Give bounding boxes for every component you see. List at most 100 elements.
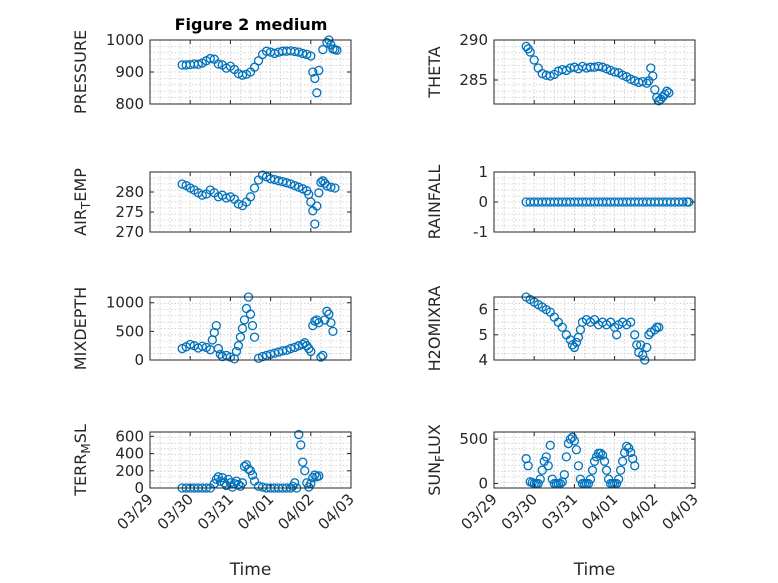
data-point-h2omixra bbox=[654, 322, 664, 332]
data-point-sun-flux bbox=[543, 461, 553, 471]
data-point-mixdepth bbox=[209, 327, 219, 338]
y-tick-label: 500 bbox=[115, 322, 144, 340]
axes-rainfall: -1 0 1 RAINFALL bbox=[425, 163, 696, 241]
y-tick-label: 5 bbox=[478, 326, 488, 344]
y-tick-label: 0 bbox=[478, 193, 488, 211]
data-point-sun-flux bbox=[523, 461, 533, 471]
data-point-terr-msl bbox=[298, 457, 308, 467]
y-axis-label: PRESSURE bbox=[71, 30, 90, 114]
y-tick-label: 900 bbox=[115, 63, 144, 81]
data-point-pressure bbox=[237, 70, 248, 80]
data-point-mixdepth bbox=[304, 343, 314, 354]
data-point-sun-flux bbox=[597, 450, 608, 460]
y-tick-label: 0 bbox=[134, 479, 144, 497]
data-point-mixdepth bbox=[211, 320, 221, 331]
data-point-mixdepth bbox=[328, 326, 338, 337]
data-point-air-temp bbox=[312, 201, 322, 211]
data-point-air-temp bbox=[294, 182, 304, 192]
data-point-sun-flux bbox=[589, 456, 600, 466]
data-point-h2omixra bbox=[565, 335, 576, 345]
data-point-h2omixra bbox=[571, 337, 582, 348]
data-point-sun-flux bbox=[613, 474, 624, 484]
data-point-theta bbox=[648, 71, 658, 81]
data-point-air-temp bbox=[249, 183, 260, 193]
data-point-pressure bbox=[312, 88, 322, 98]
data-point-h2omixra bbox=[638, 350, 648, 360]
data-point-pressure bbox=[314, 65, 324, 76]
data-point-h2omixra bbox=[644, 330, 654, 340]
y-tick-label: 0 bbox=[134, 351, 144, 369]
data-point-sun-flux bbox=[545, 440, 555, 450]
data-point-mixdepth bbox=[231, 346, 242, 357]
data-point-h2omixra bbox=[642, 342, 652, 353]
x-axis-label: Time bbox=[573, 560, 616, 580]
data-point-theta bbox=[662, 86, 672, 96]
axes-frame-air-temp bbox=[149, 171, 352, 233]
data-point-mixdepth bbox=[306, 346, 316, 357]
data-point-theta bbox=[529, 55, 539, 65]
data-point-sun-flux bbox=[573, 461, 584, 471]
axes-frame-mixdepth bbox=[149, 296, 352, 361]
data-point-h2omixra bbox=[611, 330, 622, 340]
data-point-sun-flux bbox=[599, 456, 610, 466]
y-tick-label: 500 bbox=[459, 430, 488, 448]
figure-title: Figure 2 medium bbox=[175, 15, 328, 34]
axes-pressure: 800 900 1000 PRESSURE bbox=[71, 30, 352, 114]
data-point-sun-flux bbox=[541, 452, 551, 462]
data-point-terr-msl bbox=[308, 473, 318, 483]
data-point-mixdepth bbox=[249, 332, 260, 342]
data-point-pressure bbox=[306, 51, 316, 61]
y-axis-label: MIXDEPTH bbox=[71, 287, 90, 370]
axes-theta: 285 290 THETA bbox=[425, 31, 696, 106]
data-point-terr-msl bbox=[314, 471, 324, 481]
y-tick-label: 200 bbox=[115, 462, 144, 480]
data-point-sun-flux bbox=[559, 470, 569, 480]
data-point-sun-flux bbox=[595, 448, 606, 458]
data-point-h2omixra bbox=[569, 342, 580, 353]
axes-frame-theta bbox=[493, 39, 696, 105]
data-point-terr-msl bbox=[300, 466, 310, 476]
axes-frame-h2omixra bbox=[493, 296, 696, 361]
y-axis-label: THETA bbox=[425, 46, 444, 98]
data-point-theta bbox=[605, 65, 616, 76]
data-point-sun-flux bbox=[571, 445, 582, 455]
data-point-theta bbox=[537, 68, 547, 79]
data-point-sun-flux bbox=[617, 456, 628, 466]
data-point-theta bbox=[601, 64, 612, 74]
data-point-sun-flux bbox=[569, 436, 580, 446]
data-point-mixdepth bbox=[185, 339, 195, 350]
data-point-terr-msl bbox=[296, 440, 306, 450]
axes-mixdepth: 0 500 1000 MIXDEPTH bbox=[71, 287, 352, 370]
data-point-air-temp bbox=[310, 219, 320, 229]
data-point-mixdepth bbox=[286, 343, 296, 354]
data-point-air-temp bbox=[278, 176, 288, 187]
data-point-pressure bbox=[298, 48, 308, 59]
data-point-terr-msl bbox=[237, 478, 248, 488]
data-point-mixdepth bbox=[239, 315, 250, 325]
data-point-mixdepth bbox=[318, 350, 328, 361]
data-point-terr-msl bbox=[310, 470, 320, 480]
data-point-theta bbox=[545, 71, 555, 81]
data-point-mixdepth bbox=[316, 352, 326, 362]
data-point-mixdepth bbox=[324, 309, 334, 319]
data-point-mixdepth bbox=[197, 341, 207, 351]
data-point-sun-flux bbox=[630, 461, 640, 471]
data-point-theta bbox=[593, 61, 604, 72]
data-point-air-temp bbox=[177, 179, 187, 189]
data-point-theta bbox=[638, 76, 648, 87]
data-point-air-temp bbox=[282, 178, 292, 188]
data-point-terr-msl bbox=[217, 473, 228, 483]
y-tick-label: -1 bbox=[473, 223, 488, 241]
data-point-sun-flux bbox=[615, 465, 626, 475]
data-point-sun-flux bbox=[585, 474, 596, 484]
data-point-pressure bbox=[205, 53, 215, 64]
data-point-mixdepth bbox=[326, 318, 336, 328]
data-point-theta bbox=[642, 78, 652, 88]
data-point-sun-flux bbox=[561, 452, 572, 462]
data-point-air-temp bbox=[314, 188, 324, 198]
data-point-sun-flux bbox=[624, 443, 634, 453]
data-point-theta bbox=[664, 88, 674, 98]
y-tick-label: 1000 bbox=[106, 31, 144, 49]
data-point-pressure bbox=[308, 67, 318, 77]
